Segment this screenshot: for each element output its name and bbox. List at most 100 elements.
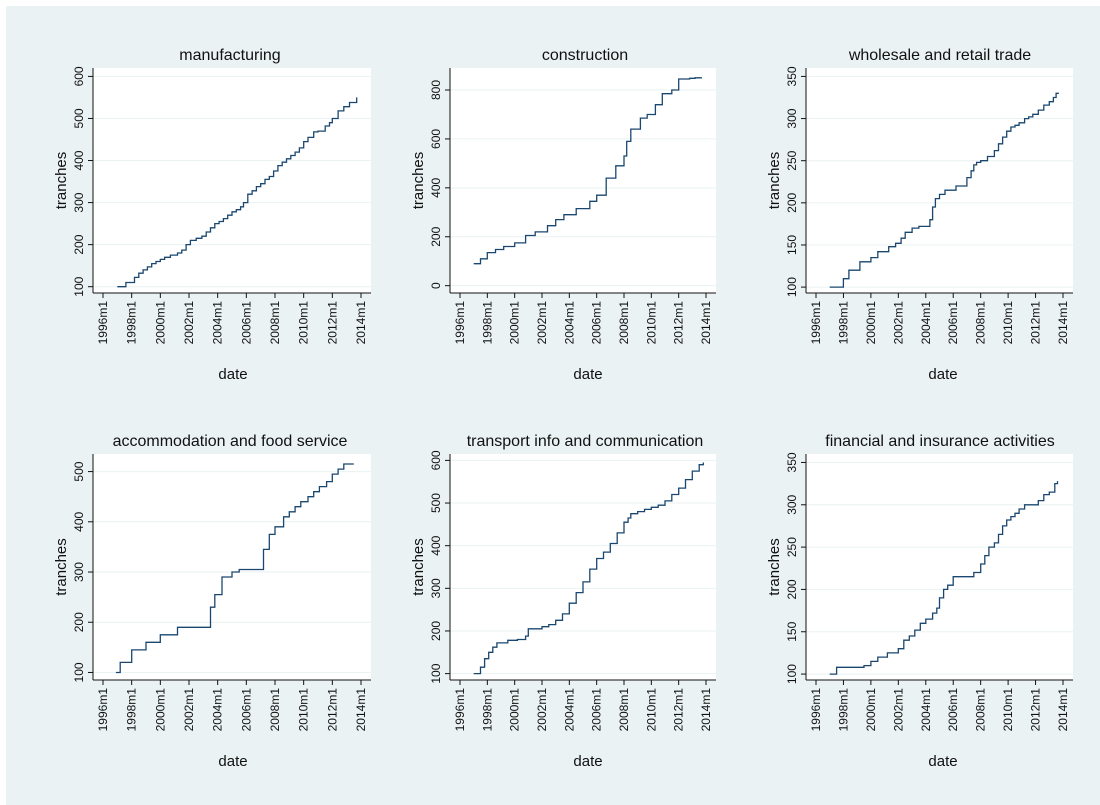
y-tick-label: 500 (72, 108, 86, 128)
x-tick-label: 2004m1 (211, 301, 225, 345)
chart-title: manufacturing (179, 47, 280, 64)
x-tick-label: 1996m1 (453, 688, 467, 732)
x-tick-label: 2002m1 (891, 301, 905, 345)
x-tick-label: 1996m1 (809, 688, 823, 732)
y-tick-label: 200 (785, 192, 799, 212)
x-tick-label: 2000m1 (153, 688, 167, 732)
y-tick-label: 400 (429, 535, 443, 555)
x-tick-label: 2012m1 (1029, 688, 1043, 732)
x-tick-label: 2012m1 (325, 688, 339, 732)
x-tick-label: 2000m1 (508, 301, 522, 345)
x-tick-label: 2010m1 (297, 688, 311, 732)
y-tick-label: 350 (785, 452, 799, 472)
x-tick-label: 1998m1 (125, 688, 139, 732)
y-tick-label: 100 (72, 276, 86, 296)
x-tick-label: 1998m1 (836, 301, 850, 345)
x-tick-label: 2006m1 (239, 688, 253, 732)
y-tick-label: 200 (429, 621, 443, 641)
y-tick-label: 100 (785, 664, 799, 684)
x-tick-label: 2014m1 (354, 688, 368, 732)
y-axis-label: tranches (410, 152, 427, 210)
plot-area (806, 454, 1073, 680)
y-tick-label: 300 (429, 578, 443, 598)
y-tick-label: 350 (785, 66, 799, 86)
chart-title: accommodation and food service (113, 433, 348, 450)
x-tick-label: 1996m1 (96, 688, 110, 732)
panel-6: financial and insurance activities 100 150… (766, 433, 1073, 770)
y-tick-label: 100 (429, 663, 443, 683)
y-axis-label: tranches (766, 538, 783, 596)
panel-4: accommodation and food service 100 200 300 4… (53, 433, 371, 770)
x-tick-label: 2002m1 (891, 688, 905, 732)
y-tick-label: 200 (785, 579, 799, 599)
x-tick-label: 2002m1 (535, 688, 549, 732)
y-tick-label: 400 (72, 150, 86, 170)
x-tick-label: 2006m1 (946, 301, 960, 345)
plot-area (93, 454, 371, 680)
y-axis-label: tranches (410, 538, 427, 596)
plot-area (450, 454, 716, 680)
x-tick-label: 2002m1 (535, 301, 549, 345)
x-tick-label: 2004m1 (919, 688, 933, 732)
x-axis-label: date (928, 366, 957, 383)
panel-5: transport info and communication 100 200 30… (410, 433, 716, 770)
x-tick-label: 1996m1 (809, 301, 823, 345)
y-tick-label: 0 (429, 282, 443, 289)
y-tick-label: 800 (429, 80, 443, 100)
chart-title: financial and insurance activities (825, 433, 1054, 450)
x-tick-label: 2000m1 (508, 688, 522, 732)
plot-area (806, 68, 1073, 293)
chart-title: construction (542, 47, 628, 64)
x-axis-label: date (573, 753, 602, 770)
y-tick-label: 100 (72, 662, 86, 682)
x-tick-label: 2004m1 (562, 301, 576, 345)
x-tick-label: 2004m1 (211, 688, 225, 732)
series-line (473, 462, 704, 675)
y-tick-label: 200 (429, 226, 443, 246)
x-tick-label: 2014m1 (354, 301, 368, 345)
plot-area (450, 68, 716, 293)
x-tick-label: 1998m1 (125, 301, 139, 345)
x-tick-label: 2008m1 (268, 688, 282, 732)
x-tick-label: 2008m1 (617, 688, 631, 732)
y-tick-label: 400 (429, 178, 443, 198)
x-tick-label: 2010m1 (297, 301, 311, 345)
chart-figure: manufacturing 100 200 300 400 500 600 1996m1 199… (6, 6, 1100, 805)
x-tick-label: 2008m1 (268, 301, 282, 345)
y-axis-label: tranches (53, 152, 70, 210)
x-tick-label: 2010m1 (1001, 301, 1015, 345)
y-axis-label: tranches (53, 538, 70, 596)
y-tick-label: 500 (72, 461, 86, 481)
x-tick-label: 1998m1 (836, 688, 850, 732)
y-tick-label: 200 (72, 612, 86, 632)
x-tick-label: 2012m1 (672, 301, 686, 345)
y-tick-label: 250 (785, 537, 799, 557)
panel-2: construction 0 200 400 600 800 1996m1 1998m1 200… (410, 47, 716, 383)
plot-area (93, 68, 371, 293)
x-tick-label: 1998m1 (480, 688, 494, 732)
x-tick-label: 1996m1 (453, 301, 467, 345)
y-tick-label: 300 (72, 192, 86, 212)
x-tick-label: 2008m1 (974, 688, 988, 732)
y-tick-label: 300 (785, 108, 799, 128)
series-line (117, 97, 358, 288)
y-tick-label: 300 (785, 494, 799, 514)
y-tick-label: 600 (72, 66, 86, 86)
x-tick-label: 2008m1 (617, 301, 631, 345)
x-axis-label: date (573, 366, 602, 383)
x-tick-label: 2004m1 (562, 688, 576, 732)
x-axis-label: date (928, 753, 957, 770)
x-tick-label: 2012m1 (1029, 301, 1043, 345)
x-tick-label: 2010m1 (644, 688, 658, 732)
x-tick-label: 2006m1 (239, 301, 253, 345)
y-tick-label: 500 (429, 493, 443, 513)
y-tick-label: 300 (72, 562, 86, 582)
x-axis-label: date (218, 753, 247, 770)
x-tick-label: 2000m1 (864, 688, 878, 732)
series-line (829, 92, 1059, 288)
series-line (829, 481, 1059, 675)
x-tick-label: 2010m1 (644, 301, 658, 345)
y-tick-label: 100 (785, 277, 799, 297)
x-tick-label: 2012m1 (672, 688, 686, 732)
chart-title: wholesale and retail trade (848, 47, 1031, 64)
